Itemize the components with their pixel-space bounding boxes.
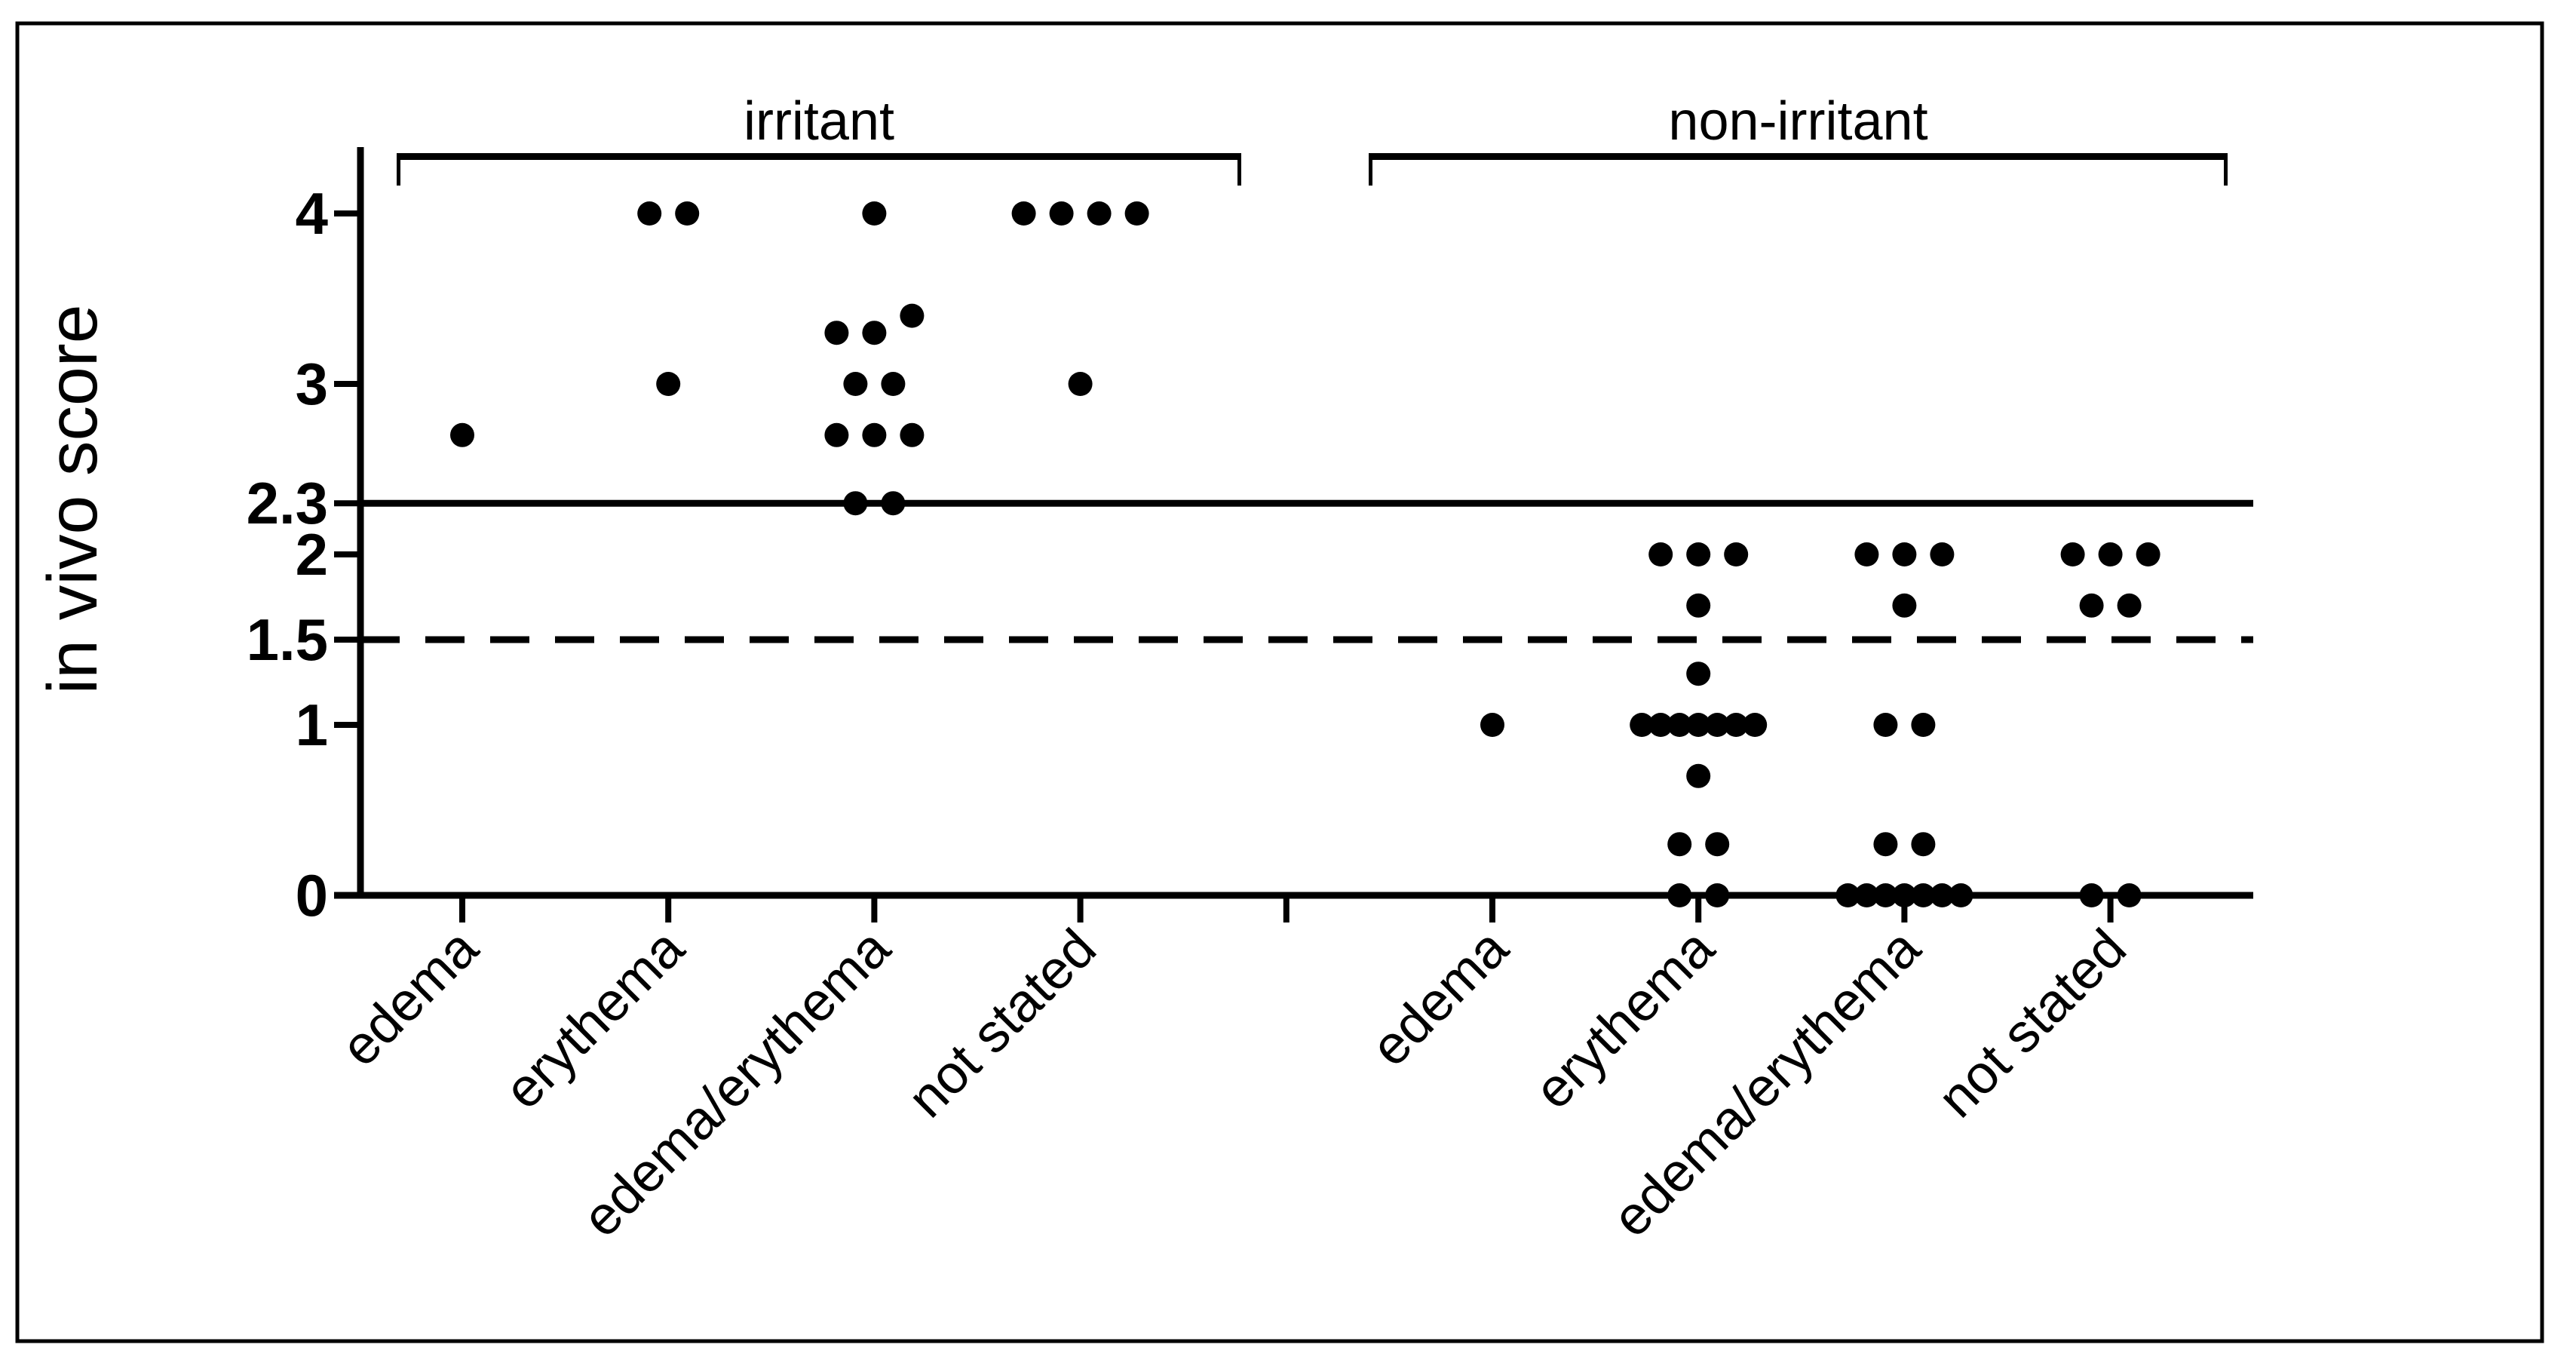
data-point [1873, 713, 1898, 737]
y-tick-label: 2.3 [247, 470, 328, 536]
data-point [1724, 542, 1749, 566]
y-tick-label: 2 [296, 521, 328, 588]
data-point [1686, 542, 1711, 566]
data-point [881, 491, 906, 516]
data-point [1854, 542, 1879, 566]
data-point [843, 491, 868, 516]
data-point [1011, 201, 1036, 226]
y-tick-label: 1.5 [247, 606, 328, 673]
y-tick-label: 1 [296, 692, 328, 758]
data-point [862, 321, 887, 345]
group-label: irritant [744, 91, 894, 152]
data-point [1911, 883, 1936, 907]
data-point [1835, 883, 1860, 907]
group-bracket-leg [397, 153, 400, 186]
data-point [900, 303, 925, 328]
data-point [900, 422, 925, 447]
data-point [1873, 883, 1898, 907]
data-point [1724, 713, 1749, 737]
data-point [862, 201, 887, 226]
data-point [1124, 201, 1149, 226]
data-point [1930, 883, 1955, 907]
data-point [656, 372, 681, 396]
y-axis-title: in vivo score [33, 305, 112, 695]
data-point [1911, 713, 1936, 737]
group-bracket-bar [397, 153, 1241, 160]
data-point [1667, 832, 1692, 857]
data-point [1854, 883, 1879, 907]
data-point [1743, 713, 1768, 737]
group-bracket-leg [2224, 153, 2228, 186]
data-point [2136, 542, 2160, 566]
y-tick-label: 0 [296, 862, 328, 929]
data-point [1049, 201, 1074, 226]
data-point [1705, 713, 1730, 737]
group-bracket-leg [1237, 153, 1241, 186]
data-point [675, 201, 700, 226]
data-point [2117, 883, 2142, 907]
data-point [1911, 832, 1936, 857]
y-tick-label: 4 [296, 180, 328, 247]
group-bracket-leg [1369, 153, 1372, 186]
figure-border [15, 21, 2544, 1343]
data-point [1930, 542, 1955, 566]
data-point [637, 201, 662, 226]
data-point [1686, 763, 1711, 788]
data-point [2060, 542, 2085, 566]
data-point [824, 422, 849, 447]
data-point [1667, 883, 1692, 907]
y-tick-label: 3 [296, 351, 328, 417]
data-point [1705, 832, 1730, 857]
data-point [2117, 593, 2142, 618]
group-label: non-irritant [1668, 91, 1927, 152]
data-point [2079, 593, 2104, 618]
data-point [881, 372, 906, 396]
data-point [1630, 713, 1654, 737]
group-bracket-bar [1369, 153, 2228, 160]
data-point [1667, 713, 1692, 737]
data-point [1705, 883, 1730, 907]
data-point [1949, 883, 1973, 907]
data-point [1648, 713, 1673, 737]
data-point [1686, 593, 1711, 618]
data-point [2098, 542, 2123, 566]
data-point [1686, 713, 1711, 737]
data-point [1873, 832, 1898, 857]
data-point [1087, 201, 1112, 226]
data-point [1892, 883, 1917, 907]
data-point [1892, 593, 1917, 618]
data-point [450, 422, 474, 447]
data-point [1892, 542, 1917, 566]
data-point [1686, 662, 1711, 686]
data-point [843, 372, 868, 396]
data-point [1480, 713, 1504, 737]
data-point [824, 321, 849, 345]
data-point [1648, 542, 1673, 566]
data-point [2079, 883, 2104, 907]
data-point [862, 422, 887, 447]
data-point [1068, 372, 1093, 396]
